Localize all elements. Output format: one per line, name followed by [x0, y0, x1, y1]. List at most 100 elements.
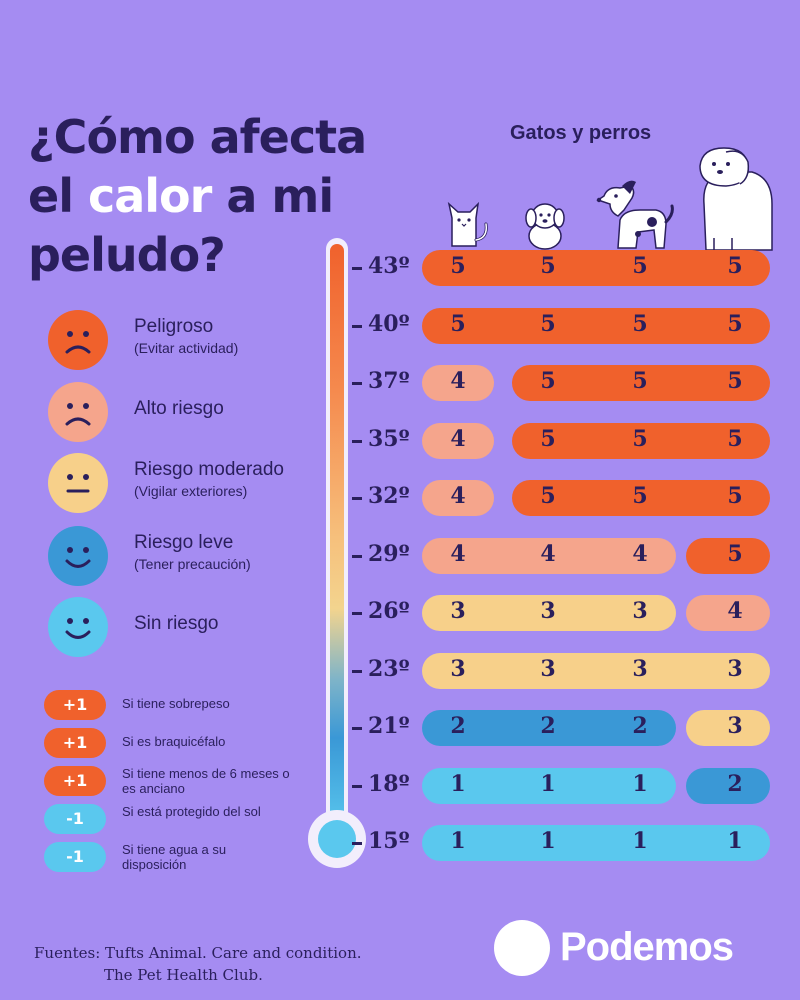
title-line-2-pre: el — [28, 169, 88, 223]
risk-value: 1 — [450, 828, 466, 854]
risk-value: 3 — [727, 656, 743, 682]
modifier-badge: +1 — [44, 690, 106, 720]
risk-segment — [686, 768, 770, 804]
modifier-badge: -1 — [44, 842, 106, 872]
risk-segment — [422, 653, 770, 689]
risk-value: 3 — [540, 598, 556, 624]
thermometer-tick — [352, 440, 362, 443]
modifier-badge: +1 — [44, 728, 106, 758]
risk-segment — [422, 710, 676, 746]
risk-value: 5 — [540, 311, 556, 337]
risk-segment — [686, 595, 770, 631]
risk-segment — [512, 480, 770, 516]
risk-value: 5 — [632, 368, 648, 394]
temperature-label: 21º — [368, 713, 410, 739]
legend-label: Riesgo moderado — [134, 459, 284, 480]
risk-value: 3 — [450, 656, 466, 682]
legend-label: Riesgo leve — [134, 532, 234, 553]
brand-name: Podemos — [560, 925, 734, 969]
risk-value: 4 — [450, 368, 466, 394]
sources: Fuentes: Tufts Animal. Care and conditio… — [34, 942, 434, 986]
risk-segment — [512, 365, 770, 401]
table-row: 21º 2 2 2 3 — [352, 710, 772, 746]
risk-value: 5 — [540, 253, 556, 279]
risk-segment — [686, 710, 770, 746]
risk-value: 5 — [727, 483, 743, 509]
risk-segment — [422, 768, 676, 804]
risk-value: 3 — [540, 656, 556, 682]
risk-value: 5 — [727, 253, 743, 279]
temperature-label: 40º — [368, 311, 410, 337]
animals-label: Gatos y perros — [510, 122, 652, 144]
table-row: 23º 3 3 3 3 — [352, 653, 772, 689]
risk-segment — [422, 825, 770, 861]
risk-value: 5 — [632, 311, 648, 337]
table-row: 40º 5 5 5 5 — [352, 308, 772, 344]
risk-segment — [422, 365, 494, 401]
risk-value: 5 — [632, 253, 648, 279]
risk-segment — [422, 308, 770, 344]
risk-segment — [422, 538, 676, 574]
modifier-text: Si está protegido del sol — [122, 804, 261, 819]
thermometer-fill — [330, 244, 344, 832]
risk-segment — [422, 423, 494, 459]
thermometer-tick — [352, 267, 362, 270]
thermometer-tick — [352, 670, 362, 673]
temperature-label: 43º — [368, 253, 410, 279]
thermometer-bulb-fill — [318, 820, 356, 858]
thermometer-tick — [352, 325, 362, 328]
risk-value: 5 — [632, 426, 648, 452]
table-row: 37º 4 5 5 5 — [352, 365, 772, 401]
temperature-label: 37º — [368, 368, 410, 394]
risk-value: 1 — [632, 771, 648, 797]
risk-value: 5 — [727, 311, 743, 337]
risk-value: 4 — [727, 598, 743, 624]
face-happy-icon — [48, 597, 108, 657]
medium-dog-icon — [596, 180, 674, 249]
modifier-item: -1 Si está protegido del sol — [44, 804, 364, 840]
risk-value: 3 — [632, 656, 648, 682]
risk-value: 2 — [540, 713, 556, 739]
risk-value: 5 — [540, 426, 556, 452]
legend-item: Sin riesgo — [48, 597, 368, 659]
risk-value: 4 — [450, 426, 466, 452]
table-row: 35º 4 5 5 5 — [352, 423, 772, 459]
risk-value: 1 — [450, 771, 466, 797]
face-sad-icon — [48, 382, 108, 442]
thermometer-tick — [352, 555, 362, 558]
modifier-text: Si tiene agua a su disposición — [122, 842, 227, 872]
modifier-item: +1 Si tiene sobrepeso — [44, 690, 364, 726]
modifier-badge: -1 — [44, 804, 106, 834]
modifier-badge: +1 — [44, 766, 106, 796]
legend-sublabel: (Tener precaución) — [134, 556, 251, 572]
legend-sublabel: (Vigilar exteriores) — [134, 483, 248, 499]
thermometer-tick — [352, 727, 362, 730]
table-row: 26º 3 3 3 4 — [352, 595, 772, 631]
table-row: 32º 4 5 5 5 — [352, 480, 772, 516]
large-dog-icon — [699, 147, 773, 251]
risk-value: 5 — [727, 368, 743, 394]
face-neutral-icon — [48, 453, 108, 513]
temperature-label: 26º — [368, 598, 410, 624]
legend-text: Riesgo leve (Tener precaución) — [134, 532, 251, 572]
risk-value: 4 — [632, 541, 648, 567]
title-highlight: calor — [87, 169, 212, 223]
legend-text: Peligroso (Evitar actividad) — [134, 316, 238, 356]
legend-label: Alto riesgo — [134, 398, 224, 419]
small-dog-icon — [525, 203, 565, 250]
thermometer-tick — [352, 382, 362, 385]
legend-item: Riesgo moderado (Vigilar exteriores) — [48, 453, 368, 515]
table-row: 15º 1 1 1 1 — [352, 825, 772, 861]
risk-value: 1 — [632, 828, 648, 854]
risk-value: 2 — [632, 713, 648, 739]
legend-text: Alto riesgo — [134, 398, 224, 420]
risk-value: 3 — [450, 598, 466, 624]
risk-value: 1 — [727, 828, 743, 854]
temperature-label: 23º — [368, 656, 410, 682]
sources-line-1: Fuentes: Tufts Animal. Care and conditio… — [34, 944, 362, 962]
risk-value: 2 — [450, 713, 466, 739]
table-row: 29º 4 4 4 5 — [352, 538, 772, 574]
risk-value: 4 — [450, 483, 466, 509]
legend-text: Sin riesgo — [134, 613, 219, 635]
sources-line-2: The Pet Health Club. — [104, 966, 263, 984]
